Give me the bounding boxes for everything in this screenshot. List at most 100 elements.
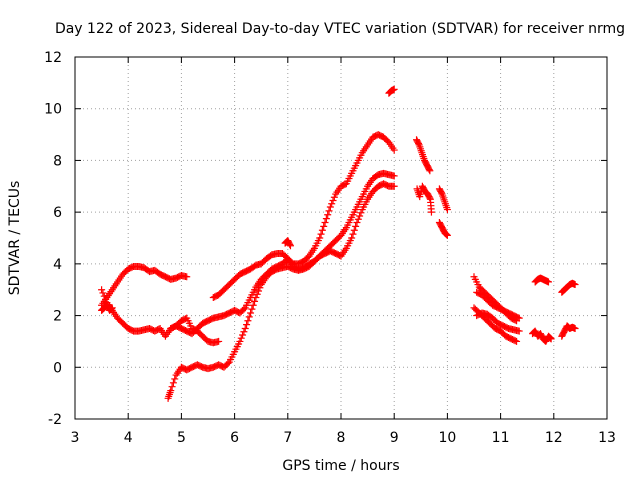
series-track-g [281, 237, 294, 250]
data-point [352, 222, 360, 230]
axes: 3 4 5 6 7 8 9 10 11 12 13 -2 0 2 4 6 8 10 12 [44, 50, 616, 446]
data-point [546, 334, 554, 342]
data-point [571, 325, 579, 332]
x-axis-label: GPS time / hours [282, 458, 399, 474]
y-tick-label: 4 [53, 257, 62, 273]
data-point [249, 301, 257, 309]
data-point [98, 286, 106, 294]
data-point [286, 240, 294, 248]
data-point [427, 208, 435, 216]
data-point [514, 314, 522, 322]
series-track-q [531, 274, 552, 286]
data-point [247, 309, 255, 317]
data-point [443, 231, 451, 239]
series-track-n [473, 288, 523, 322]
series-track-t [558, 322, 579, 340]
series-track-s [558, 279, 579, 296]
data-point [348, 234, 356, 242]
series-track-k [435, 185, 451, 214]
data-point [356, 212, 364, 220]
data-point [326, 203, 334, 211]
data-point [108, 304, 116, 312]
plot-frame [74, 56, 608, 420]
data-point [547, 335, 555, 343]
data-point [324, 211, 332, 219]
x-tick-label: 7 [283, 430, 292, 446]
data-point [325, 207, 333, 215]
data-point [390, 85, 398, 93]
y-tick-label: -2 [48, 412, 62, 428]
data-point [252, 293, 260, 301]
x-tick-label: 11 [492, 430, 510, 446]
data-point [239, 331, 247, 339]
x-tick-label: 3 [71, 430, 80, 446]
y-tick-label: 12 [44, 50, 62, 66]
data-point [241, 325, 249, 332]
data-point [321, 218, 329, 226]
x-tick-label: 5 [177, 430, 186, 446]
series-track-p [473, 309, 523, 335]
data-point [183, 273, 191, 281]
x-tick-label: 4 [124, 430, 133, 446]
data-point [443, 206, 451, 214]
data-point [515, 327, 523, 335]
data-point [286, 242, 294, 250]
y-tick-label: 10 [44, 102, 62, 118]
series-track-i [413, 136, 434, 175]
data-point [442, 230, 450, 238]
chart-title: Day 122 of 2023, Sidereal Day-to-day VTE… [55, 21, 625, 37]
data-point [100, 292, 108, 300]
series-track-l [435, 218, 451, 239]
data-point [511, 337, 519, 345]
data-marks [98, 85, 579, 402]
series-track-d [167, 180, 398, 338]
data-point [253, 290, 261, 298]
data-point [329, 197, 337, 205]
data-point [357, 209, 365, 217]
data-point [248, 305, 256, 313]
data-point [171, 375, 179, 383]
y-tick-label: 2 [53, 309, 62, 325]
data-point [243, 321, 251, 329]
data-point [240, 328, 248, 336]
data-point [167, 387, 175, 395]
data-point [390, 172, 398, 180]
x-tick-label: 8 [337, 430, 346, 446]
x-tick-label: 9 [390, 430, 399, 446]
series-track-f [209, 131, 398, 301]
data-point [353, 218, 361, 226]
y-tick-label: 6 [53, 205, 62, 221]
data-point [322, 215, 330, 223]
data-point [224, 359, 232, 367]
data-point [546, 334, 554, 342]
x-tick-label: 6 [230, 430, 239, 446]
data-point [330, 193, 338, 201]
y-tick-label: 8 [53, 153, 62, 169]
data-point [426, 194, 434, 202]
data-point [349, 230, 357, 238]
data-point [390, 182, 398, 190]
data-point [437, 189, 445, 197]
data-point [244, 317, 252, 325]
data-point [215, 337, 223, 345]
data-point [317, 230, 325, 238]
data-point [236, 337, 244, 345]
series-track-j [413, 182, 435, 216]
series-track-h [385, 85, 398, 97]
data-point [443, 231, 451, 239]
data-point [316, 234, 324, 242]
data-point [102, 295, 110, 303]
data-point [245, 313, 253, 321]
data-point [320, 222, 328, 230]
data-point [354, 215, 362, 223]
y-axis-label: SDTVAR / TECUs [7, 181, 23, 296]
data-point [426, 167, 434, 175]
data-point [251, 297, 259, 305]
data-point [571, 281, 579, 289]
series-track-b [98, 286, 223, 347]
data-point [108, 304, 116, 312]
data-point [169, 379, 177, 387]
x-tick-label: 12 [545, 430, 563, 446]
data-point [256, 284, 264, 292]
